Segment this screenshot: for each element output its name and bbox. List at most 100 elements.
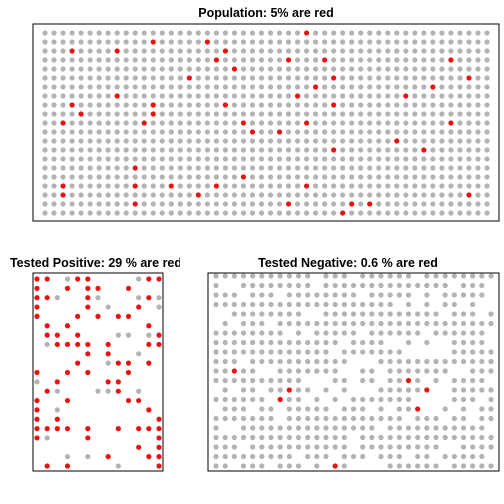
population-grey-dot [78,192,84,198]
tested-positive-grey-dot [136,276,142,282]
population-grey-dot [78,138,84,144]
tested-positive-red-dot [146,454,152,460]
tested-positive-red-dot [34,435,40,441]
population-grey-dot [150,57,156,63]
population-grey-dot [51,30,57,36]
tested-negative-grey-dot [396,387,402,393]
population-dots [42,30,490,216]
population-grey-dot [285,192,292,198]
population-grey-dot [484,129,490,135]
population-grey-dot [186,147,192,153]
tested-negative-grey-dot [460,311,467,317]
population-grey-dot [42,66,48,72]
population-grey-dot [213,156,219,162]
tested-negative-grey-dot [222,387,228,393]
tested-negative-grey-dot [341,444,347,450]
population-grey-dot [114,57,120,63]
population-grey-dot [60,75,66,81]
tested-negative-grey-dot [314,434,320,441]
population-grey-dot [177,93,183,99]
population-grey-dot [385,39,391,45]
population-grey-dot [430,201,436,207]
population-grey-dot [475,66,481,72]
population-grey-dot [132,66,138,72]
population-grey-dot [367,48,373,54]
population-grey-dot [367,84,373,90]
tested-negative-red-dot [231,368,237,374]
population-red-dot [231,66,238,72]
population-grey-dot [60,111,66,117]
tested-negative-grey-dot [396,358,402,365]
tested-negative-grey-dot [295,282,302,289]
tested-negative-grey-dot [479,387,485,393]
tested-negative-grey-dot [250,358,256,365]
tested-negative-grey-dot [460,330,467,336]
tested-negative-grey-dot [378,349,384,355]
population-grey-dot [105,30,111,36]
population-grey-dot [78,201,84,207]
population-grey-dot [69,183,75,189]
population-grey-dot [430,57,436,63]
tested-negative-grey-dot [277,387,283,393]
population-grey-dot [213,201,219,207]
population-grey-dot [159,201,165,207]
population-grey-dot [385,120,391,126]
tested-negative-grey-dot [213,301,219,308]
population-grey-dot [457,156,463,162]
population-grey-dot [322,156,328,162]
population-grey-dot [87,93,93,99]
population-grey-dot [421,48,427,54]
population-grey-dot [258,120,265,126]
tested-negative-grey-dot [387,387,393,393]
population-grey-dot [96,66,102,72]
tested-positive-grey-dot [115,463,121,469]
population-red-dot [240,120,247,126]
population-grey-dot [439,129,445,135]
population-grey-dot [123,165,129,171]
tested-negative-grey-dot [360,434,366,441]
population-grey-dot [448,30,454,36]
population-grey-dot [159,192,165,198]
tested-negative-grey-dot [350,339,357,346]
population-grey-dot [448,84,454,90]
tested-negative-grey-dot [387,358,393,365]
population-grey-dot [376,138,382,144]
population-grey-dot [349,129,355,135]
tested-negative-grey-dot [222,349,228,355]
tested-negative-grey-dot [387,292,393,298]
tested-negative-grey-dot [305,368,311,374]
tested-negative-grey-dot [222,444,228,450]
population-grey-dot [340,156,346,162]
tested-negative-grey-dot [231,444,237,450]
population-grey-dot [276,192,283,198]
tested-negative-grey-dot [396,406,402,412]
tested-negative-grey-dot [341,434,347,441]
tested-negative-grey-dot [433,425,439,431]
population-grey-dot [168,75,174,81]
population-grey-dot [105,138,111,144]
population-grey-dot [42,39,48,45]
population-grey-dot [249,120,256,126]
population-grey-dot [448,165,454,171]
tested-negative-grey-dot [332,425,338,431]
population-grey-dot [150,75,156,81]
population-grey-dot [412,156,418,162]
population-grey-dot [331,210,337,216]
population-grey-dot [403,57,409,63]
population-grey-dot [294,183,301,189]
population-grey-dot [331,156,337,162]
tested-negative-red-dot [332,463,338,469]
tested-negative-grey-dot [442,368,448,374]
population-grey-dot [367,210,373,216]
population-grey-dot [249,48,256,54]
population-grey-dot [285,111,292,117]
population-grey-dot [385,174,391,180]
tested-negative-grey-dot [341,406,347,412]
tested-negative-grey-dot [295,377,302,384]
population-grey-dot [51,138,57,144]
tested-positive-grey-dot [44,435,50,441]
population-grey-dot [258,210,265,216]
population-grey-dot [231,48,238,54]
population-grey-dot [204,174,210,180]
tested-negative-grey-dot [387,320,393,327]
